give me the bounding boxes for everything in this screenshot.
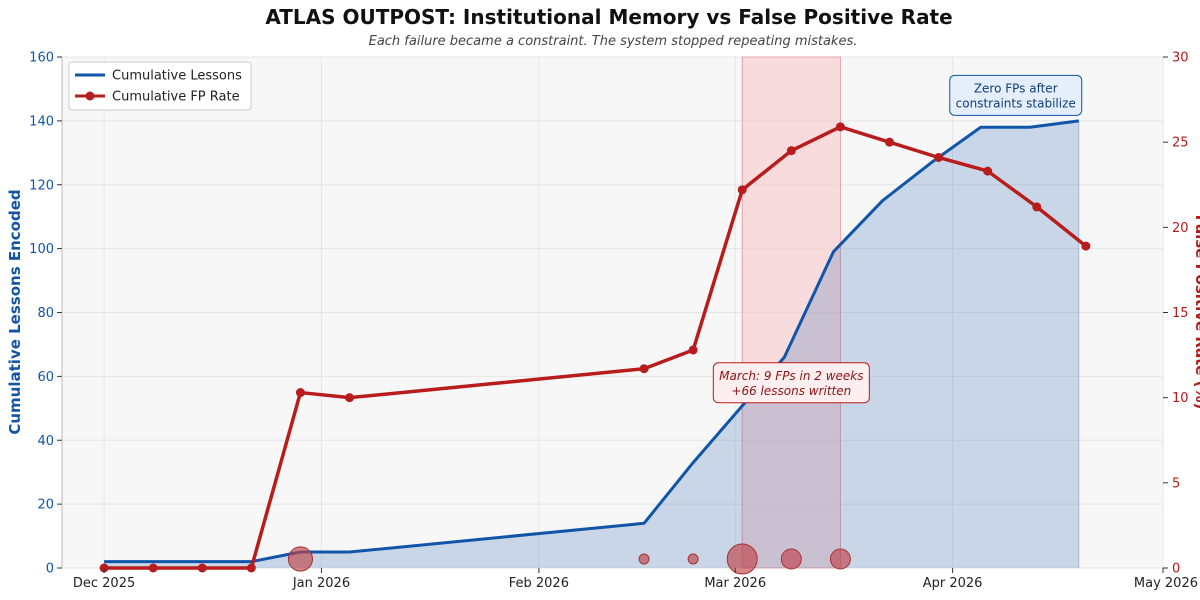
x-tick-1: Jan 2026 (292, 576, 350, 591)
y-right-tick-2: 10 (1172, 391, 1189, 406)
series-point-1-4 (295, 388, 305, 398)
y-right-tick-4: 20 (1172, 221, 1189, 236)
fp-bubble-1 (638, 553, 650, 565)
y-right-tick-5: 25 (1172, 136, 1189, 151)
y-left-tick-1: 20 (37, 498, 54, 513)
series-point-1-15 (1081, 241, 1091, 251)
series-point-1-12 (934, 152, 944, 162)
annotation-text-1-0: Zero FPs after (974, 81, 1058, 95)
y-left-tick-7: 140 (29, 114, 54, 129)
fp-bubble-5 (829, 548, 851, 570)
y-left-tick-0: 0 (46, 562, 54, 577)
y-left-tick-3: 60 (37, 370, 54, 385)
y-left-tick-5: 100 (29, 242, 54, 257)
y-left-tick-8: 160 (29, 51, 54, 66)
y-left-tick-2: 40 (37, 434, 54, 449)
legend: Cumulative Lessons Cumulative FP Rate (68, 61, 252, 111)
grid (62, 56, 1164, 569)
series-point-1-10 (835, 122, 845, 132)
chart-subtitle: Each failure became a constraint. The sy… (369, 34, 858, 49)
annotation-text-1-1: constraints stabilize (956, 96, 1076, 110)
axes: 0 20 40 60 80 100 120 140 160 0 5 10 15 20 25 30 Dec 202… (29, 51, 1198, 592)
series-point-1-3 (246, 563, 256, 573)
annotation-0: March: 9 FPs in 2 weeks+66 lessons writt… (712, 362, 870, 404)
x-tick-0: Dec 2025 (73, 576, 135, 591)
marker-layer (99, 122, 1091, 573)
series-point-1-8 (737, 185, 747, 195)
annotations: March: 9 FPs in 2 weeks+66 lessons writt… (712, 74, 1083, 404)
annotation-text-0-1: +66 lessons written (731, 384, 851, 398)
bubble-layer (287, 543, 851, 575)
series-point-1-1 (148, 563, 158, 573)
series-point-1-9 (786, 146, 796, 156)
area-layer (104, 120, 1080, 568)
series-line-1 (104, 125, 1087, 570)
fp-bubble-0 (287, 546, 314, 572)
highlight-region (741, 56, 841, 569)
annotation-text-0-0: March: 9 FPs in 2 weeks (719, 369, 863, 383)
legend-label-1: Cumulative FP Rate (112, 90, 240, 105)
legend-label-0: Cumulative Lessons (112, 69, 242, 84)
x-tick-2: Feb 2026 (509, 576, 569, 591)
series-area-0 (104, 120, 1079, 568)
x-tick-4: Apr 2026 (923, 576, 983, 591)
highlight-band (741, 56, 841, 569)
legend-marker-1 (85, 91, 95, 101)
series-point-1-11 (885, 137, 895, 147)
series-point-1-5 (345, 393, 355, 403)
x-tick-3: Mar 2026 (704, 576, 766, 591)
y-right-tick-6: 30 (1172, 51, 1189, 66)
y-left-tick-4: 80 (37, 306, 54, 321)
y-axis-left-label: Cumulative Lessons Encoded (6, 189, 24, 434)
series-point-1-2 (197, 563, 207, 573)
fp-bubble-3 (726, 543, 758, 575)
series-point-1-13 (983, 166, 993, 176)
fp-bubble-4 (780, 548, 802, 570)
fp-bubble-2 (687, 553, 699, 565)
x-tick-5: May 2026 (1134, 576, 1198, 591)
annotation-box-1 (949, 74, 1083, 116)
legend-box (68, 61, 252, 111)
y-right-tick-0: 0 (1172, 562, 1180, 577)
annotation-box-0 (712, 362, 870, 404)
series-point-1-14 (1032, 202, 1042, 212)
chart-title: ATLAS OUTPOST: Institutional Memory vs F… (265, 5, 952, 29)
y-left-tick-6: 120 (29, 178, 54, 193)
y-axis-right-label: False Positive Rate (%) (1192, 215, 1200, 410)
series-point-1-6 (639, 364, 649, 374)
y-right-tick-1: 5 (1172, 476, 1180, 491)
y-right-tick-3: 15 (1172, 306, 1189, 321)
series-point-1-7 (688, 345, 698, 355)
